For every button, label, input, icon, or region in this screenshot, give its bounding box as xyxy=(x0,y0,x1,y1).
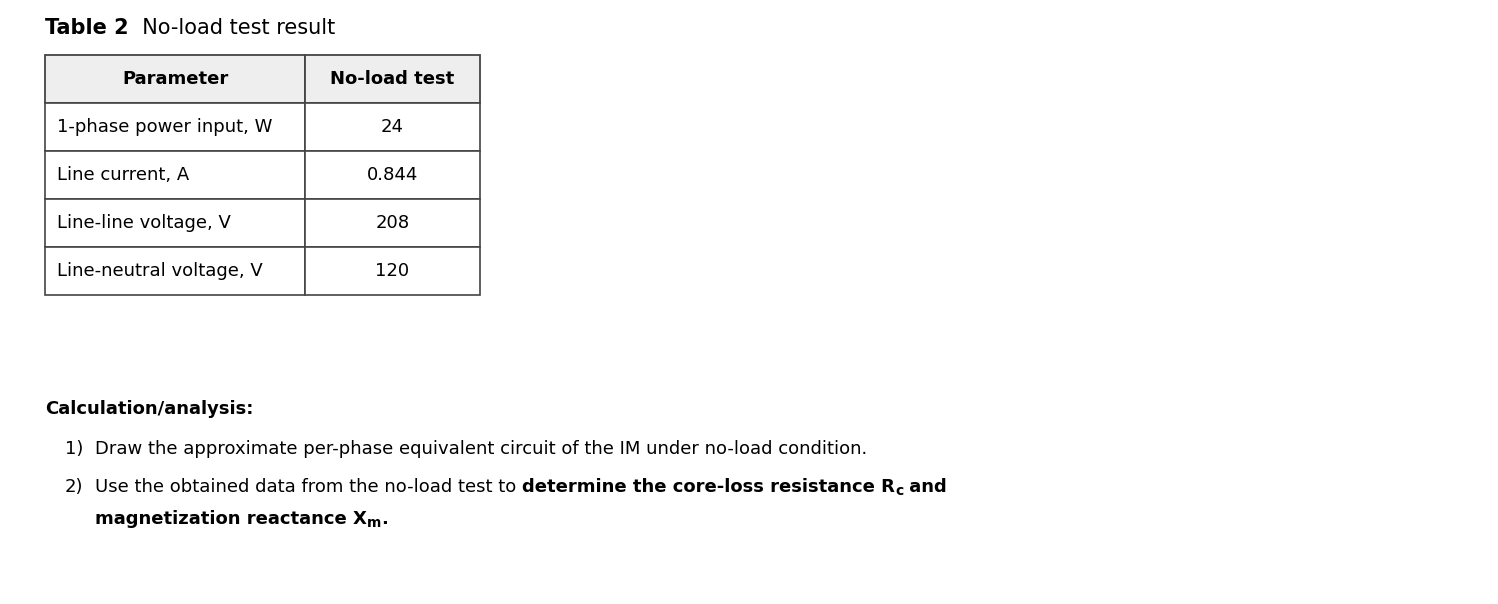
Text: .: . xyxy=(382,510,388,528)
Text: Line current, A: Line current, A xyxy=(57,166,189,184)
Text: 120: 120 xyxy=(376,262,409,280)
Bar xyxy=(45,103,306,151)
Bar xyxy=(306,151,479,199)
Text: Line-neutral voltage, V: Line-neutral voltage, V xyxy=(57,262,262,280)
Text: m: m xyxy=(367,516,382,530)
Text: magnetization reactance X: magnetization reactance X xyxy=(94,510,367,528)
Bar xyxy=(306,103,479,151)
Text: Table 2: Table 2 xyxy=(45,18,129,38)
Bar xyxy=(45,151,306,199)
Text: No-load test result: No-load test result xyxy=(129,18,336,38)
Bar xyxy=(45,199,306,247)
Text: 2): 2) xyxy=(64,478,84,496)
Text: 208: 208 xyxy=(376,214,409,232)
Text: 0.844: 0.844 xyxy=(367,166,418,184)
Text: Draw the approximate per-phase equivalent circuit of the IM under no-load condit: Draw the approximate per-phase equivalen… xyxy=(94,440,867,458)
Text: 1-phase power input, W: 1-phase power input, W xyxy=(57,118,273,136)
Text: Calculation/analysis:: Calculation/analysis: xyxy=(45,400,253,418)
Bar xyxy=(306,199,479,247)
Bar xyxy=(306,55,479,103)
Text: and: and xyxy=(903,478,947,496)
Text: Line-line voltage, V: Line-line voltage, V xyxy=(57,214,231,232)
Text: c: c xyxy=(894,484,903,498)
Bar xyxy=(45,247,306,295)
Text: Use the obtained data from the no-load test to: Use the obtained data from the no-load t… xyxy=(94,478,521,496)
Text: 1): 1) xyxy=(64,440,84,458)
Text: determine the core-loss resistance R: determine the core-loss resistance R xyxy=(521,478,894,496)
Bar xyxy=(306,247,479,295)
Text: 24: 24 xyxy=(380,118,404,136)
Bar xyxy=(45,55,306,103)
Text: Parameter: Parameter xyxy=(121,70,228,88)
Text: No-load test: No-load test xyxy=(331,70,454,88)
